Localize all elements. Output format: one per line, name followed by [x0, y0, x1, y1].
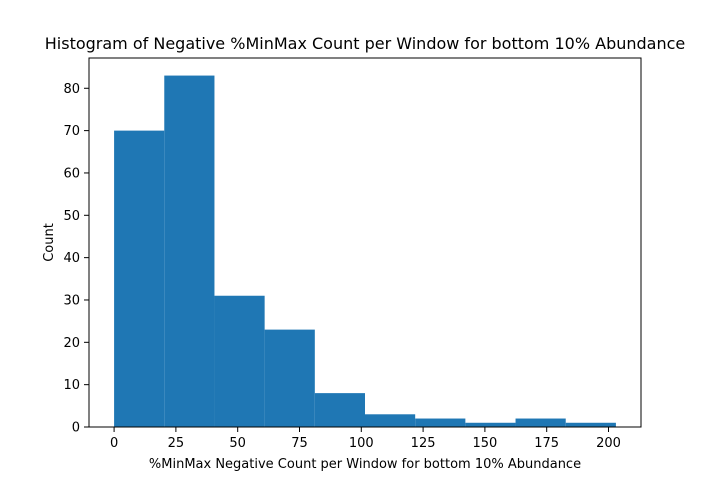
- histogram-bar: [314, 393, 365, 427]
- y-tick-label: 80: [63, 82, 80, 97]
- y-tick-label: 40: [63, 251, 80, 266]
- bars-group: [114, 75, 616, 428]
- x-tick-label: 150: [472, 436, 497, 451]
- histogram-bar: [114, 130, 165, 428]
- y-axis: 0 10 20 30 40 50 60 70 80: [63, 82, 89, 436]
- x-tick-label: 50: [229, 436, 246, 451]
- y-tick-label: 10: [63, 378, 80, 393]
- y-tick-label: 0: [72, 421, 80, 436]
- y-tick-label: 60: [63, 166, 80, 181]
- histogram-bar: [214, 295, 265, 427]
- histogram-bar: [164, 75, 215, 428]
- x-tick-label: 100: [349, 436, 374, 451]
- plot-frame: [88, 57, 642, 428]
- chart-title: Histogram of Negative %MinMax Count per …: [45, 34, 686, 53]
- x-tick-label: 75: [291, 436, 308, 451]
- x-axis-label: %MinMax Negative Count per Window for bo…: [149, 457, 581, 472]
- x-tick-label: 0: [110, 436, 118, 451]
- y-axis-label: Count: [42, 223, 57, 262]
- histogram-bar: [515, 418, 566, 427]
- y-tick-label: 20: [63, 336, 80, 351]
- histogram-bar: [365, 414, 416, 427]
- y-tick-label: 30: [63, 293, 80, 308]
- x-tick-label: 200: [596, 436, 621, 451]
- histogram-bar: [465, 422, 516, 427]
- histogram-bar: [264, 329, 315, 427]
- y-tick-label: 50: [63, 209, 80, 224]
- y-tick-label: 70: [63, 124, 80, 139]
- x-tick-label: 125: [411, 436, 436, 451]
- x-tick-label: 25: [168, 436, 185, 451]
- histogram-bar: [415, 418, 466, 427]
- x-axis: 0 25 50 75 100 125 150 175 200: [110, 427, 621, 451]
- histogram-bar: [565, 422, 616, 427]
- x-tick-label: 175: [534, 436, 559, 451]
